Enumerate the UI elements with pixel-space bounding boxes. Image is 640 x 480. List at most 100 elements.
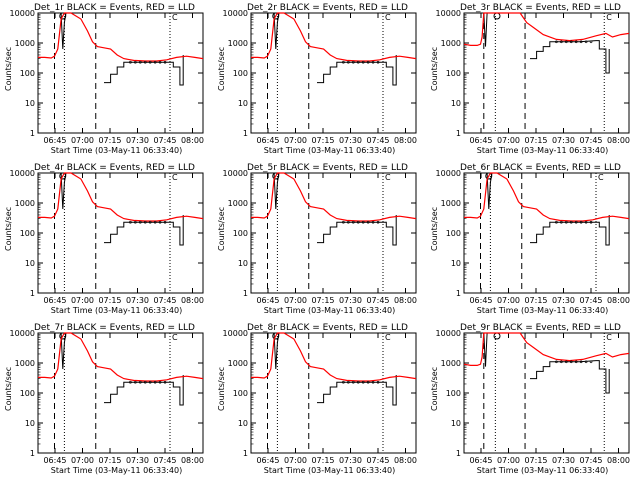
x-tick-label: 07:30	[552, 136, 575, 145]
series-events-spike	[273, 172, 280, 210]
y-tick-label: 100	[20, 69, 35, 78]
events-point	[555, 360, 558, 364]
series-events-line	[104, 375, 184, 406]
events-point	[569, 220, 573, 224]
x-tick-label: 07:00	[284, 296, 307, 305]
events-point	[153, 380, 157, 384]
events-point	[574, 40, 578, 44]
x-tick-label: 07:15	[524, 296, 547, 305]
x-tick-label: 06:45	[469, 296, 492, 305]
y-tick-label: 10	[238, 419, 248, 428]
events-point	[376, 380, 380, 384]
series-events-line	[530, 215, 610, 246]
x-tick-label: 08:00	[181, 296, 204, 305]
series-events-line	[317, 375, 397, 406]
y-axis-label: Counts/sec	[217, 207, 226, 251]
events-point	[143, 220, 147, 224]
y-tick-label: 100	[20, 229, 35, 238]
x-tick-label: 06:45	[256, 456, 279, 465]
y-tick-label: 10	[451, 419, 461, 428]
plot-frame	[463, 172, 630, 294]
series-lld-line	[463, 332, 630, 367]
x-tick-label: 07:45	[366, 456, 389, 465]
y-tick-label: 1	[30, 129, 35, 138]
y-tick-label: 1000	[441, 39, 461, 48]
x-tick-label: 07:30	[126, 296, 149, 305]
detector-panel: Det_5r BLACK = Events, RED = LLD 1 10 100 10…	[217, 163, 417, 315]
events-point	[366, 220, 370, 224]
series-events-line	[104, 215, 184, 246]
x-tick-label: 07:30	[339, 136, 362, 145]
x-axis-label: Start Time (03-May-11 06:33:40)	[477, 466, 608, 475]
x-axis-label: Start Time (03-May-11 06:33:40)	[264, 306, 395, 315]
plot-frame	[37, 12, 204, 134]
events-point	[560, 360, 563, 364]
x-tick-label: 07:45	[579, 136, 602, 145]
events-point	[361, 60, 365, 64]
events-point	[555, 220, 558, 224]
detector-panel: Det_9r BLACK = Events, RED = LLD 1 10 100 10…	[430, 323, 630, 475]
y-tick-label: 1000	[228, 359, 248, 368]
panel-title: Det_3r BLACK = Events, RED = LLD	[460, 3, 621, 13]
events-point	[158, 220, 162, 224]
events-point	[352, 220, 355, 224]
marker-c-label: C	[606, 333, 612, 342]
y-tick-label: 1000	[15, 359, 35, 368]
y-tick-label: 10	[25, 259, 35, 268]
series-events-spike	[273, 332, 280, 370]
y-axis-label: Counts/sec	[217, 367, 226, 411]
y-tick-label: 1000	[441, 359, 461, 368]
events-point	[352, 60, 355, 64]
events-point	[129, 380, 132, 384]
plot-frame	[250, 172, 417, 294]
x-tick-label: 07:45	[366, 136, 389, 145]
y-tick-label: 1000	[441, 199, 461, 208]
events-point	[361, 380, 365, 384]
events-point	[376, 60, 380, 64]
events-point	[565, 220, 568, 224]
events-point	[134, 380, 137, 384]
series-lld-line	[251, 172, 417, 222]
events-point	[158, 380, 162, 384]
y-tick-label: 100	[233, 69, 248, 78]
events-point	[139, 60, 142, 64]
y-axis-label: Counts/sec	[430, 47, 439, 91]
series-events-spike	[483, 12, 488, 47]
events-point	[356, 220, 360, 224]
y-axis-label: Counts/sec	[430, 207, 439, 251]
x-tick-label: 08:00	[394, 456, 417, 465]
panel-title: Det_5r BLACK = Events, RED = LLD	[247, 163, 408, 173]
events-point	[134, 220, 137, 224]
x-tick-label: 07:15	[98, 136, 121, 145]
series-lld-line	[38, 332, 204, 382]
events-point	[366, 60, 370, 64]
x-tick-label: 06:45	[43, 456, 66, 465]
x-axis-label: Start Time (03-May-11 06:33:40)	[51, 466, 182, 475]
events-point	[579, 40, 583, 44]
x-axis-label: Start Time (03-May-11 06:33:40)	[51, 306, 182, 315]
events-point	[589, 220, 593, 224]
y-tick-label: 100	[233, 229, 248, 238]
series-events-spike	[273, 12, 280, 50]
y-tick-label: 1000	[228, 39, 248, 48]
panel-title: Det_7r BLACK = Events, RED = LLD	[34, 323, 195, 333]
y-tick-label: 1000	[228, 199, 248, 208]
events-point	[560, 220, 563, 224]
x-tick-label: 07:00	[284, 136, 307, 145]
y-tick-label: 100	[233, 389, 248, 398]
x-axis-label: Start Time (03-May-11 06:33:40)	[264, 466, 395, 475]
x-tick-label: 06:45	[256, 296, 279, 305]
events-point	[129, 220, 132, 224]
events-point	[574, 360, 578, 364]
y-tick-label: 10	[451, 259, 461, 268]
x-tick-label: 08:00	[394, 296, 417, 305]
events-point	[139, 220, 142, 224]
x-tick-label: 07:30	[552, 456, 575, 465]
x-tick-label: 07:30	[126, 456, 149, 465]
x-tick-label: 07:15	[98, 296, 121, 305]
marker-c-label: C	[385, 333, 391, 342]
events-point	[584, 40, 588, 44]
x-tick-label: 07:45	[366, 296, 389, 305]
events-point	[163, 220, 167, 224]
